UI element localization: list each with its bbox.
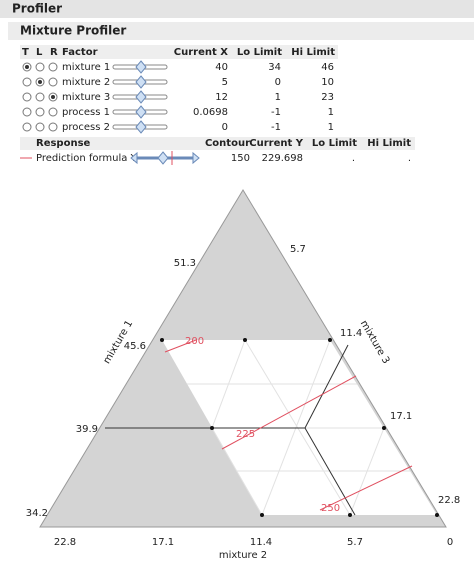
right-tick: 22.8 — [438, 495, 460, 506]
factor-name: mixture 1 — [62, 62, 110, 73]
lo-limit[interactable]: -1 — [271, 107, 281, 118]
hi-limit[interactable]: 23 — [321, 92, 334, 103]
col-header: Current X — [174, 47, 228, 58]
contour-label: 225 — [236, 429, 255, 440]
radio-button[interactable] — [35, 107, 45, 117]
radio-dot — [38, 80, 42, 84]
slider-knob[interactable] — [135, 105, 147, 119]
title[interactable]: Profiler — [12, 2, 62, 16]
col-header: L — [36, 47, 43, 58]
current-y: 229.698 — [262, 153, 303, 164]
hi-limit[interactable]: . — [408, 153, 411, 164]
bottom-tick: 22.8 — [54, 537, 76, 548]
current-x[interactable]: 0 — [222, 122, 228, 133]
bottom-tick: 0 — [447, 537, 453, 548]
factor-name: mixture 3 — [62, 92, 110, 103]
current-x[interactable]: 5 — [222, 77, 228, 88]
current-x[interactable]: 12 — [215, 92, 228, 103]
ternary-plot: 200 225 250 51.3 45.6 39.9 34.2 22.8 17.… — [26, 189, 460, 561]
col-header: Hi Limit — [291, 47, 335, 58]
left-tick: 51.3 — [174, 258, 196, 269]
contour-slider[interactable] — [130, 151, 200, 165]
col-header: Factor — [62, 47, 98, 58]
lo-limit[interactable]: . — [352, 153, 355, 164]
left-tick: 45.6 — [124, 341, 146, 352]
radio-button[interactable] — [22, 122, 32, 132]
lo-limit[interactable]: -1 — [271, 122, 281, 133]
subtitle[interactable]: Mixture Profiler — [20, 24, 126, 38]
radio-button[interactable] — [48, 107, 58, 117]
radio-dot — [25, 65, 29, 69]
lo-limit[interactable]: 0 — [275, 77, 281, 88]
hi-limit[interactable]: 46 — [321, 62, 334, 73]
bottom-tick: 5.7 — [347, 537, 363, 548]
slider-knob[interactable] — [135, 90, 147, 104]
subtitle-bar — [8, 22, 474, 40]
radio-button[interactable] — [35, 122, 45, 132]
radio-button[interactable] — [35, 92, 45, 102]
contour-label: 200 — [185, 336, 204, 347]
table-header — [20, 45, 338, 59]
slider-knob[interactable] — [135, 75, 147, 89]
response-name: Prediction formula Y — [36, 153, 138, 164]
title-bar — [0, 0, 474, 18]
right-tick: 5.7 — [290, 244, 306, 255]
contours — [164, 339, 413, 511]
bottom-tick: 17.1 — [152, 537, 174, 548]
col-header: Hi Limit — [367, 138, 411, 149]
bottom-tick: 11.4 — [250, 537, 272, 548]
slider-knob[interactable] — [135, 120, 147, 134]
left-tick: 39.9 — [76, 424, 98, 435]
col-header: Current Y — [249, 138, 303, 149]
slider-knob[interactable] — [135, 60, 147, 74]
radio-button[interactable] — [35, 62, 45, 72]
col-header: Contour — [205, 138, 250, 149]
radio-button[interactable] — [22, 92, 32, 102]
radio-button[interactable] — [22, 107, 32, 117]
factor-name: process 1 — [62, 107, 110, 118]
col-header: Lo Limit — [312, 138, 357, 149]
hi-limit[interactable]: 10 — [321, 77, 334, 88]
response-header — [20, 137, 415, 150]
left-tick: 34.2 — [26, 508, 48, 519]
factor-name: mixture 2 — [62, 77, 110, 88]
vertices — [160, 338, 439, 517]
radio-dot — [51, 95, 55, 99]
col-header: R — [50, 47, 58, 58]
col-header: Response — [36, 138, 91, 149]
radio-button[interactable] — [22, 77, 32, 87]
radio-button[interactable] — [48, 122, 58, 132]
lo-limit[interactable]: 34 — [268, 62, 281, 73]
contour-label: 250 — [321, 503, 340, 514]
hi-limit[interactable]: 1 — [328, 122, 334, 133]
lo-limit[interactable]: 1 — [275, 92, 281, 103]
axis-label: mixture 2 — [219, 550, 267, 561]
contour-value[interactable]: 150 — [231, 153, 250, 164]
crosshair — [105, 344, 356, 516]
col-header: T — [22, 47, 29, 58]
right-tick: 11.4 — [340, 328, 362, 339]
factor-name: process 2 — [62, 122, 110, 133]
current-x[interactable]: 0.0698 — [193, 107, 228, 118]
current-x[interactable]: 40 — [215, 62, 228, 73]
hi-limit[interactable]: 1 — [328, 107, 334, 118]
col-header: Lo Limit — [237, 47, 282, 58]
radio-button[interactable] — [48, 62, 58, 72]
right-tick: 17.1 — [390, 411, 412, 422]
axis-label: mixture 3 — [358, 319, 392, 366]
radio-button[interactable] — [48, 77, 58, 87]
